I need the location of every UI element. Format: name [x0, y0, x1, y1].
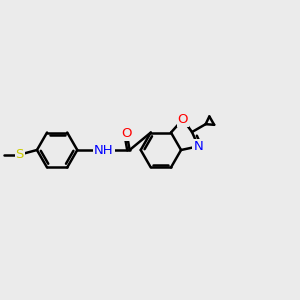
Text: N: N: [194, 140, 203, 153]
Text: O: O: [178, 113, 188, 126]
Text: NH: NH: [94, 143, 114, 157]
Text: O: O: [122, 127, 132, 140]
Text: S: S: [16, 148, 24, 161]
